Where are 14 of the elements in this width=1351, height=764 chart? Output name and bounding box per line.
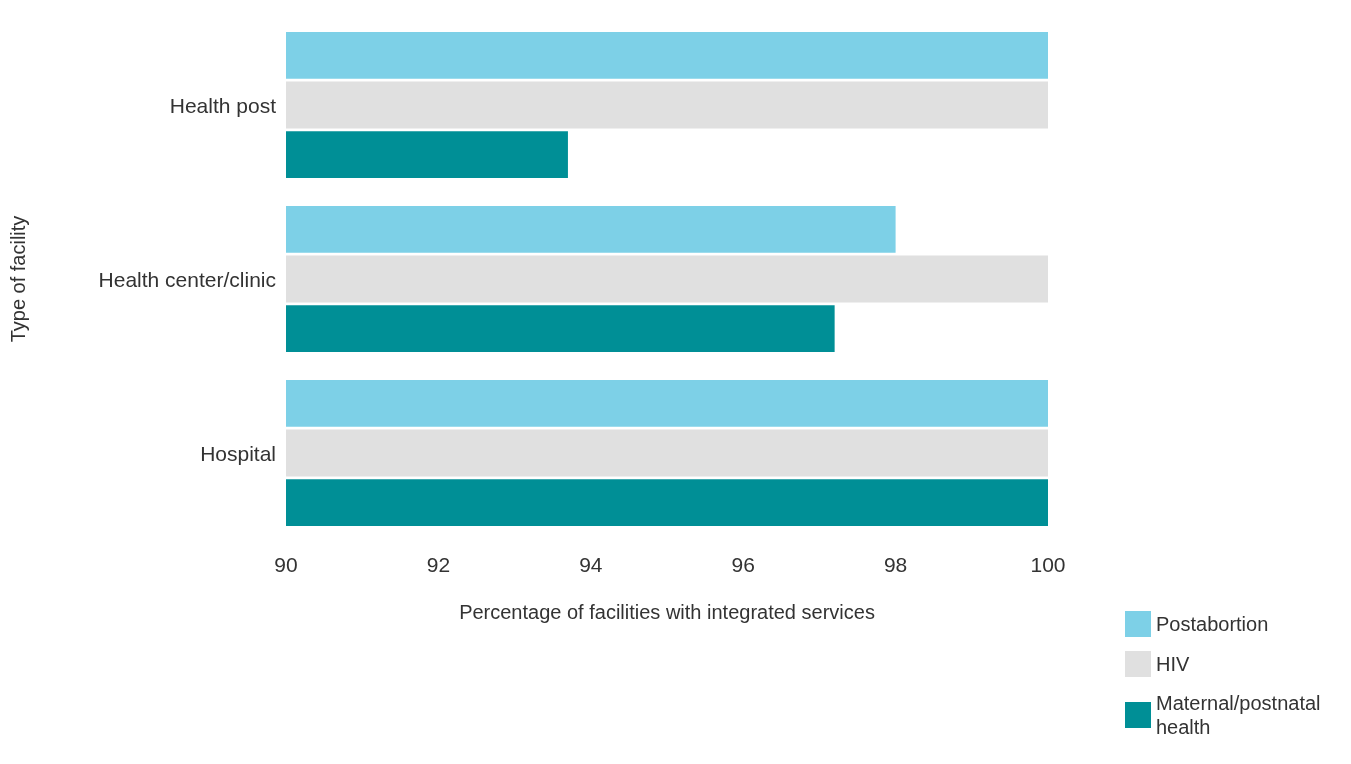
- x-tick-label: 90: [274, 553, 298, 576]
- legend-label: HIV: [1156, 653, 1190, 675]
- x-tick-label: 98: [883, 553, 908, 576]
- x-tick-label: 94: [579, 553, 603, 576]
- x-tick-label: 92: [426, 553, 451, 576]
- legend-label: Postabortion: [1156, 613, 1269, 635]
- x-tick-label: 96: [731, 553, 755, 576]
- x-axis-title: Percentage of facilities with integrated services: [459, 601, 875, 623]
- y-tick-label: Health post: [169, 93, 277, 117]
- y-tick-label: Health center/clinic: [98, 267, 276, 291]
- x-tick-label: 100: [1030, 553, 1066, 576]
- y-tick-label: Hospital: [200, 441, 276, 465]
- legend-label: Maternal/postnatal health: [1156, 692, 1327, 738]
- y-axis-title: Type of facility: [7, 215, 29, 343]
